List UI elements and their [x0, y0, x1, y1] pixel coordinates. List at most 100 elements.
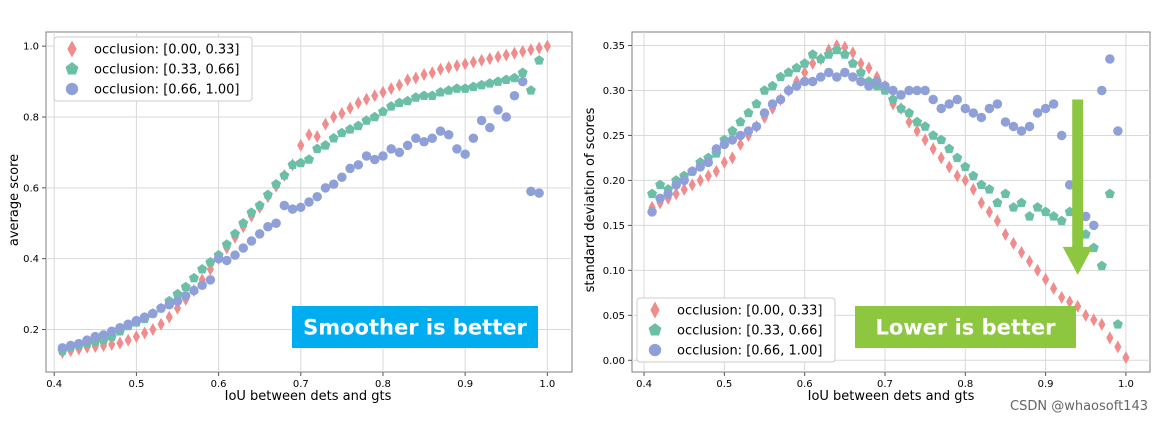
data-point-diamond	[157, 317, 165, 331]
x-tick-label: 0.7	[877, 379, 893, 390]
data-point-circle	[411, 133, 421, 143]
data-point-diamond	[461, 57, 469, 71]
data-point-pentagon	[427, 90, 438, 100]
data-point-pentagon	[791, 62, 802, 73]
data-point-diamond	[453, 59, 461, 73]
data-point-pentagon	[1048, 211, 1059, 221]
data-point-circle	[509, 91, 520, 101]
x-tick-label: 0.9	[1038, 379, 1054, 390]
y-tick-label: 0.4	[23, 254, 39, 265]
y-tick-label: 0.30	[603, 86, 625, 97]
series-pentagon	[647, 44, 1123, 329]
data-point-circle	[123, 319, 133, 329]
data-point-pentagon	[727, 125, 738, 136]
data-point-circle	[799, 76, 810, 87]
data-point-pentagon	[394, 97, 405, 108]
data-point-diamond	[1074, 299, 1082, 313]
data-point-circle	[984, 103, 995, 114]
data-point-pentagon	[221, 239, 232, 249]
data-point-circle	[139, 312, 150, 322]
data-point-circle	[460, 149, 470, 159]
data-point-diamond	[993, 214, 1002, 228]
data-point-pentagon	[928, 130, 939, 140]
data-point-diamond	[510, 46, 519, 60]
data-point-circle	[345, 163, 355, 174]
data-point-circle	[526, 186, 536, 197]
data-point-diamond	[132, 330, 141, 344]
data-point-pentagon	[361, 115, 372, 125]
data-point-pentagon	[952, 152, 963, 163]
data-point-circle	[361, 151, 372, 161]
data-point-pentagon	[655, 179, 666, 190]
data-point-circle	[952, 94, 963, 105]
data-point-pentagon	[271, 179, 282, 189]
data-point-circle	[775, 94, 786, 105]
data-point-circle	[1064, 180, 1075, 190]
data-point-diamond	[371, 89, 379, 103]
data-point-diamond	[865, 61, 873, 75]
ylabel-left: average score	[7, 154, 22, 246]
data-point-diamond	[477, 53, 486, 67]
y-tick-label: 1.0	[23, 42, 39, 53]
y-tick-label: 0.8	[23, 113, 39, 124]
data-point-circle	[807, 76, 818, 87]
data-point-diamond	[141, 326, 149, 340]
data-point-circle	[1040, 103, 1051, 114]
x-tick-label: 0.9	[457, 379, 473, 390]
data-point-diamond	[99, 338, 108, 352]
data-point-diamond	[937, 151, 945, 165]
data-point-circle	[386, 144, 396, 154]
data-point-pentagon	[312, 143, 323, 154]
data-point-circle	[751, 121, 762, 132]
data-point-circle	[98, 330, 109, 340]
legend-label: occlusion: [0.00, 0.33]	[677, 304, 823, 319]
data-point-pentagon	[751, 98, 762, 109]
data-point-pentagon	[402, 95, 413, 106]
legend-box	[636, 297, 836, 363]
data-point-pentagon	[968, 170, 979, 181]
data-point-diamond	[688, 178, 696, 192]
data-point-diamond	[1025, 254, 1034, 268]
data-point-pentagon	[476, 79, 487, 90]
data-point-circle	[263, 222, 273, 232]
legend-marker-circle	[648, 343, 662, 357]
data-point-pentagon	[410, 92, 421, 102]
data-point-pentagon	[1008, 202, 1019, 212]
data-point-circle	[304, 197, 314, 207]
data-point-pentagon	[775, 71, 786, 82]
data-point-circle	[848, 72, 858, 82]
x-tick-label: 0.8	[957, 379, 973, 390]
data-point-circle	[928, 94, 938, 105]
data-point-circle	[872, 76, 882, 87]
data-point-circle	[647, 207, 657, 217]
data-point-circle	[1048, 99, 1059, 109]
data-point-pentagon	[904, 107, 915, 118]
data-point-pentagon	[896, 103, 907, 113]
data-point-circle	[679, 175, 689, 186]
data-point-circle	[402, 140, 413, 151]
data-point-circle	[896, 90, 906, 100]
data-point-diamond	[849, 46, 857, 60]
data-point-pentagon	[984, 184, 995, 194]
data-point-circle	[394, 147, 405, 158]
panel-right-std-scores: standard deviation of scores IoU between…	[583, 31, 1151, 404]
data-point-circle	[180, 291, 191, 301]
data-point-circle	[370, 154, 380, 165]
y-tick-label: 0.05	[603, 311, 625, 322]
arrow-shaft	[1072, 99, 1084, 249]
data-point-diamond	[1033, 263, 1042, 277]
data-point-circle	[468, 133, 479, 143]
data-point-circle	[832, 72, 842, 82]
callout-box	[855, 306, 1076, 348]
callout-box	[292, 306, 538, 348]
data-point-pentagon	[525, 85, 536, 95]
data-point-circle	[296, 202, 306, 213]
legend-label: occlusion: [0.33, 0.66]	[94, 63, 240, 78]
data-point-circle	[65, 340, 76, 351]
data-point-circle	[57, 343, 68, 353]
x-tick-label: 0.4	[636, 379, 652, 390]
data-point-diamond	[953, 169, 961, 183]
data-point-diamond	[913, 124, 921, 138]
data-point-pentagon	[238, 218, 249, 228]
y-tick-label: 0.6	[23, 183, 39, 194]
